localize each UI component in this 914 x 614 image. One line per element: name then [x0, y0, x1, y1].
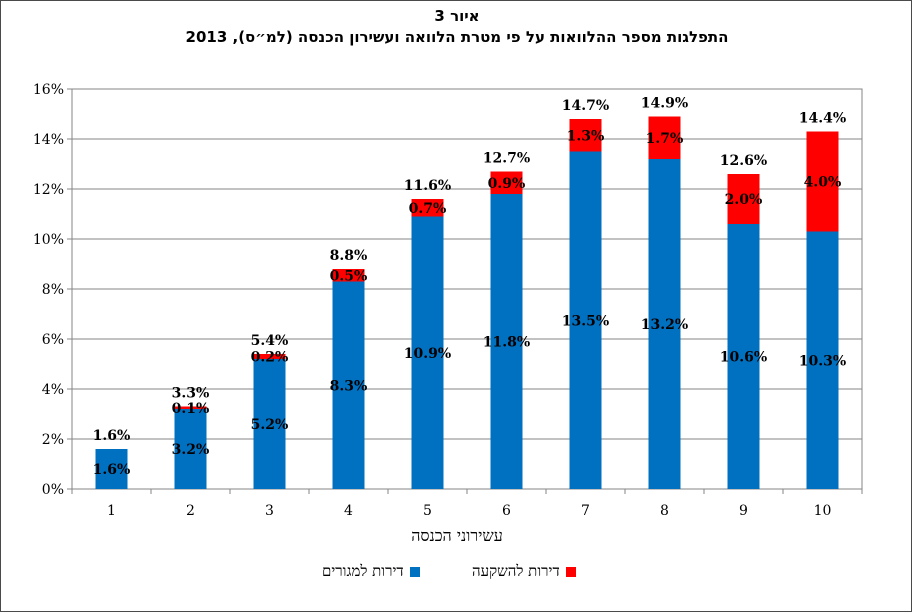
bar-residential [332, 281, 365, 489]
legend-label-residential: דירות למגורים [322, 562, 404, 580]
data-label-residential: 11.8% [483, 335, 530, 351]
x-tick-label: 10 [814, 503, 832, 519]
x-tick-label: 7 [581, 503, 590, 519]
data-label-total: 5.4% [251, 333, 289, 349]
legend-label-investment: דירות להשקעה [472, 562, 560, 580]
data-label-investment: 0.2% [251, 350, 289, 366]
x-tick-label: 5 [423, 503, 432, 519]
x-tick-label: 6 [502, 503, 511, 519]
data-label-residential: 1.6% [93, 462, 131, 478]
bar-investment [727, 174, 760, 224]
y-tick-label: 16% [33, 82, 64, 98]
legend-item-investment: דירות להשקעה [472, 562, 576, 581]
x-tick-label: 9 [739, 503, 748, 519]
data-label-total: 8.8% [330, 248, 368, 264]
y-tick-label: 4% [42, 382, 64, 398]
data-label-residential: 10.3% [799, 353, 846, 369]
bar-residential [411, 216, 444, 489]
data-label-investment: 2.0% [725, 192, 763, 208]
y-tick-label: 2% [42, 432, 64, 448]
data-label-residential: 3.2% [172, 442, 210, 458]
data-label-total: 14.7% [562, 98, 609, 114]
x-tick-label: 2 [186, 503, 195, 519]
data-label-residential: 8.3% [330, 378, 368, 394]
data-label-residential: 13.5% [562, 313, 609, 329]
legend-item-residential: דירות למגורים [322, 562, 420, 581]
bar-investment [648, 116, 681, 159]
bar-investment [569, 119, 602, 152]
bar-investment [411, 199, 444, 217]
x-tick-label: 1 [107, 503, 116, 519]
y-tick-label: 8% [42, 282, 64, 298]
data-label-total: 12.6% [720, 153, 767, 169]
y-tick-label: 10% [33, 232, 64, 248]
data-label-investment: 0.5% [330, 268, 368, 284]
data-label-total: 1.6% [93, 428, 131, 444]
data-label-investment: 1.3% [567, 128, 605, 144]
x-tick-label: 3 [265, 503, 274, 519]
chart-title: איור 3 [434, 7, 480, 25]
bar-residential [648, 159, 681, 489]
data-label-total: 12.7% [483, 151, 530, 167]
legend: דירות להשקעה דירות למגורים [0, 562, 914, 582]
y-tick-label: 6% [42, 332, 64, 348]
bar-residential [490, 194, 523, 489]
data-label-residential: 10.6% [720, 350, 767, 366]
x-tick-label: 8 [660, 503, 669, 519]
bar-residential [253, 359, 286, 489]
bar-investment [253, 354, 286, 359]
data-label-total: 11.6% [404, 178, 451, 194]
y-tick-label: 0% [42, 482, 64, 498]
x-axis-label: עשירוני הכנסה [411, 526, 503, 545]
data-label-investment: 0.7% [409, 201, 447, 217]
bar-investment [332, 269, 365, 282]
legend-swatch-investment [565, 566, 576, 577]
bar-residential [174, 409, 207, 489]
data-label-investment: 4.0% [804, 175, 842, 191]
data-label-residential: 5.2% [251, 417, 289, 433]
x-tick-label: 4 [344, 503, 353, 519]
bar-investment [490, 171, 523, 194]
bar-investment [174, 406, 207, 409]
data-label-total: 3.3% [172, 386, 210, 402]
data-label-residential: 10.9% [404, 346, 451, 362]
bar-residential [727, 224, 760, 489]
data-label-investment: 0.9% [488, 176, 526, 192]
data-label-total: 14.4% [799, 111, 846, 127]
data-label-residential: 13.2% [641, 317, 688, 333]
bar-residential [806, 231, 839, 489]
legend-swatch-residential [409, 566, 420, 577]
bar-investment [806, 131, 839, 232]
chart-subtitle: התפלגות מספר ההלוואות על פי מטרת הלוואה … [185, 28, 729, 46]
bar-residential [569, 151, 602, 489]
bar-residential [95, 449, 128, 489]
y-tick-label: 12% [33, 182, 64, 198]
data-label-investment: 0.1% [172, 401, 210, 417]
data-label-total: 14.9% [641, 96, 688, 112]
data-label-investment: 1.7% [646, 131, 684, 147]
y-tick-label: 14% [33, 132, 64, 148]
